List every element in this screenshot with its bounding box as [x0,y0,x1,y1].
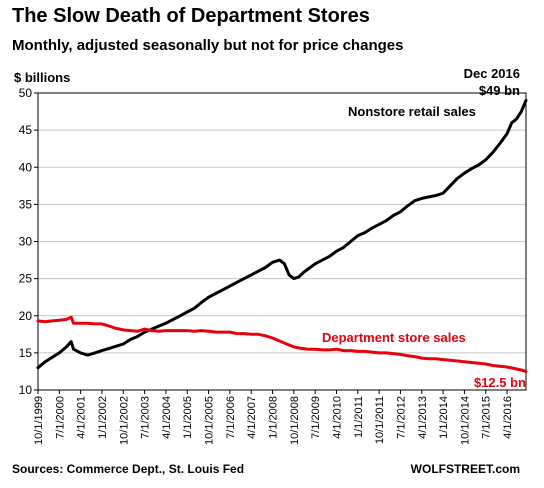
x-tick-label: 4/1/2001 [76,396,88,439]
x-tick-label: 10/1/2011 [374,396,386,444]
x-tick-label: 4/1/2004 [161,396,173,439]
nonstore-series-label: Nonstore retail sales [348,104,476,119]
x-tick-label: 10/1/2002 [118,396,130,445]
gridlines [38,92,526,391]
x-axis: 10/1/1999 7/1/2000 4/1/2001 1/1/2002 10/1/20… [33,390,514,445]
x-tick-label: 4/1/2010 [331,396,343,439]
x-tick-label: 4/1/2007 [246,396,258,439]
series-layer [36,98,528,373]
x-tick-label: 4/1/2016 [502,396,514,439]
y-tick-label: 15 [19,346,33,360]
x-tick-label: 1/1/2002 [97,396,109,439]
y-tick-label: 50 [19,86,33,100]
x-tick-label: 7/1/2000 [54,396,66,439]
y-tick-label: 20 [19,309,33,323]
x-tick-label: 10/1/2008 [289,396,301,445]
nonstore-end-value-label: $49 bn [479,83,520,98]
x-tick-label: 10/1/2014 [459,396,471,445]
nonstore-series-line [36,98,528,370]
x-tick-label: 10/1/2005 [204,396,216,445]
y-tick-label: 40 [19,160,33,174]
x-tick-label: 7/1/2015 [481,396,493,439]
y-tick-label: 45 [19,123,33,137]
dept-series-label: Department store sales [322,330,466,345]
chart-subtitle: Monthly, adjusted seasonally but not for… [12,37,403,54]
x-tick-label: 1/1/2014 [438,396,450,439]
dept-store-series-line [36,315,528,373]
x-tick-label: 1/1/2005 [182,396,194,439]
y-axis-unit-label: $ billions [14,70,70,85]
y-tick-label: 10 [19,383,33,397]
x-tick-label: 4/1/2013 [417,396,429,439]
x-tick-label: 7/1/2009 [310,396,322,439]
y-tick-label: 25 [19,272,33,286]
x-tick-label: 7/1/2006 [225,396,237,439]
brand-footer: WOLFSTREET.com [411,462,520,476]
dept-end-value-label: $12.5 bn [474,375,526,390]
y-tick-label: 35 [19,197,33,211]
y-tick-label: 30 [19,235,33,249]
x-tick-label: 1/1/2011 [353,396,365,438]
x-tick-label: 7/1/2003 [140,396,152,439]
end-date-label: Dec 2016 [464,66,520,81]
sources-footer: Sources: Commerce Dept., St. Louis Fed [12,462,244,476]
chart-title: The Slow Death of Department Stores [12,5,370,27]
x-tick-label: 1/1/2008 [268,396,280,439]
x-tick-label: 10/1/1999 [33,396,45,445]
x-tick-label: 7/1/2012 [395,396,407,439]
plot-frame [37,92,527,391]
y-axis: 10 15 20 25 30 35 40 45 50 [19,86,38,397]
